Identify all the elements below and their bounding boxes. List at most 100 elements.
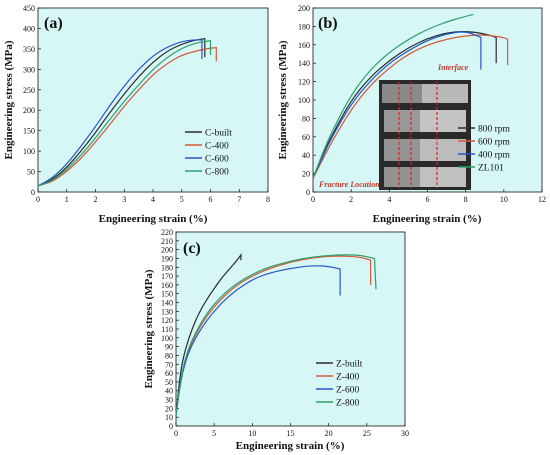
- panel-b-xtick-label-1: 2: [349, 195, 353, 204]
- panel-b-xtick-label-4: 8: [464, 195, 468, 204]
- panel-c-ytick-label-2: 20: [165, 404, 173, 413]
- panel-c-legend-label-0: Z-built: [336, 360, 363, 370]
- panel-c-xtick-label-4: 20: [325, 429, 333, 438]
- panel-c-series-0-line: [175, 253, 242, 416]
- fracture-location-annotation: Fracture Location: [318, 180, 380, 189]
- panel-b-legend-label-3: ZL101: [478, 164, 504, 174]
- panel-a-plot-area: [37, 7, 269, 193]
- panel-b-ytick-label-9: 180: [298, 22, 310, 31]
- panel-a-series-2-line: [37, 39, 203, 187]
- panel-c-ytick-label-4: 40: [165, 387, 173, 396]
- panel-c-legend-label-1: Z-400: [336, 373, 359, 383]
- panel-c-ytick-label-0: 0: [169, 422, 173, 431]
- panel-b-label: (b): [318, 15, 338, 32]
- panel-b-ytick-label-8: 160: [298, 41, 310, 50]
- panel-c-ytick-label-10: 100: [161, 334, 173, 343]
- panel-a-ytick-label-0: 0: [31, 188, 35, 197]
- panel-c-ytick-label-6: 60: [165, 369, 173, 378]
- panel-c-lines: [175, 253, 377, 416]
- panel-b-xtick-label-2: 4: [387, 195, 391, 204]
- panel-c-ytick-label-21: 210: [161, 237, 173, 246]
- panel-b-xtick-label-0: 0: [311, 195, 315, 204]
- panel-c-legend-label-2: Z-600: [336, 386, 359, 396]
- panel-a-series-3-line: [37, 40, 212, 187]
- panel-b-xtick-label-5: 10: [500, 195, 508, 204]
- panel-b-series-3-line: [312, 13, 474, 179]
- panel-c-ytick-label-14: 140: [161, 299, 173, 308]
- panel-c-xtick-label-6: 30: [401, 429, 409, 438]
- panel-c-legend-label-3: Z-800: [336, 399, 359, 409]
- panel-c-ytick-label-7: 70: [165, 360, 173, 369]
- panel-b-xtick-label-3: 6: [426, 195, 430, 204]
- panel-c-ylabel: Engineering stress (MPa): [143, 269, 155, 388]
- panel-b-ytick-label-3: 60: [302, 133, 310, 142]
- panel-a-xtick-label-0: 0: [36, 195, 40, 204]
- interface-annotation: Interface: [437, 63, 469, 72]
- panel-b-legend-label-1: 600 rpm: [478, 138, 511, 148]
- panel-c-ytick-label-3: 30: [165, 396, 173, 405]
- panel-c-ytick-label-9: 90: [165, 343, 173, 352]
- panel-a-ytick-label-4: 200: [23, 106, 35, 115]
- panel-b-series-2-line: [312, 31, 482, 179]
- panel-c-ytick-label-11: 110: [161, 325, 173, 334]
- panel-c-xtick-label-3: 15: [287, 429, 295, 438]
- panel-a-ticks: 0 1 2 3 4 5 6 7 8 0 50 100 150 200 250 300 350 400 450: [23, 4, 270, 204]
- panel-a-ytick-label-9: 450: [23, 4, 35, 13]
- panel-a-legend-label-0: C-built: [205, 129, 232, 139]
- panel-a-xtick-label-2: 2: [94, 195, 98, 204]
- panel-c-label: (c): [183, 240, 201, 257]
- panel-c-plot-area: [175, 231, 406, 427]
- panel-a-xtick-label-6: 6: [209, 195, 213, 204]
- panel-c-ytick-label-15: 150: [161, 290, 173, 299]
- panel-a-ytick-label-8: 400: [23, 24, 35, 33]
- panel-a-series-0-line: [37, 38, 206, 187]
- panel-c-ytick-label-19: 190: [161, 254, 173, 263]
- panel-b: Interface Fracture Location (b) Engineer…: [277, 4, 546, 225]
- panel-b-legend-label-2: 400 rpm: [478, 151, 511, 161]
- panel-c-ytick-label-5: 50: [165, 378, 173, 387]
- panel-c-series-3-line: [175, 254, 377, 416]
- panel-c-legend: Z-built Z-400 Z-600 Z-800: [316, 360, 363, 409]
- panel-a-legend: C-built C-400 C-600 C-800: [185, 129, 232, 178]
- panel-c-ytick-label-1: 10: [165, 413, 173, 422]
- panel-b-lines: [312, 13, 509, 179]
- panel-b-ytick-label-4: 80: [302, 114, 310, 123]
- panel-c-ticks: 0 5 10 15 20 25 300102030405060708090100110120…: [161, 228, 409, 438]
- panel-b-legend: 800 rpm 600 rpm 400 rpm ZL101: [458, 125, 511, 174]
- panel-b-xtick-label-6: 12: [538, 195, 546, 204]
- panel-a-xtick-label-3: 3: [122, 195, 126, 204]
- panel-b-ytick-label-5: 100: [298, 96, 310, 105]
- panel-a: (a) Engineering strain (%) Engineering s…: [3, 4, 270, 225]
- panel-c-ytick-label-22: 220: [161, 228, 173, 237]
- panel-a-xtick-label-4: 4: [151, 195, 155, 204]
- panel-b-xlabel: Engineering strain (%): [373, 213, 482, 225]
- panel-a-legend-label-3: C-800: [205, 168, 229, 178]
- panel-b-ytick-label-2: 40: [302, 151, 310, 160]
- panel-a-xtick-label-1: 1: [65, 195, 69, 204]
- panel-a-ytick-label-1: 50: [27, 168, 35, 177]
- panel-c: (c) Engineering strain (%) Engineering s…: [143, 228, 409, 452]
- panel-a-series-1-line: [37, 47, 217, 187]
- panel-c-xtick-label-0: 0: [174, 429, 178, 438]
- panel-a-xtick-label-8: 8: [266, 195, 270, 204]
- panel-b-ytick-label-0: 0: [306, 188, 310, 197]
- panel-c-ytick-label-13: 130: [161, 307, 173, 316]
- panel-c-ytick-label-16: 160: [161, 281, 173, 290]
- panel-c-xtick-label-1: 5: [212, 429, 216, 438]
- panel-b-ylabel: Engineering stress (MPa): [277, 40, 289, 159]
- specimen-inset-image: [379, 80, 471, 190]
- panel-c-ytick-label-12: 120: [161, 316, 173, 325]
- panel-c-xtick-label-2: 10: [248, 429, 256, 438]
- panel-b-ytick-label-6: 120: [298, 78, 310, 87]
- panel-b-ytick-label-7: 140: [298, 59, 310, 68]
- panel-a-ytick-label-3: 150: [23, 127, 35, 136]
- panel-a-legend-label-2: C-600: [205, 155, 229, 165]
- panel-a-xlabel: Engineering strain (%): [99, 213, 208, 225]
- panel-a-ytick-label-2: 100: [23, 147, 35, 156]
- panel-a-label: (a): [44, 15, 63, 32]
- panel-a-lines: [37, 38, 217, 187]
- panel-c-xlabel: Engineering strain (%): [236, 440, 345, 452]
- panel-c-xtick-label-5: 25: [363, 429, 371, 438]
